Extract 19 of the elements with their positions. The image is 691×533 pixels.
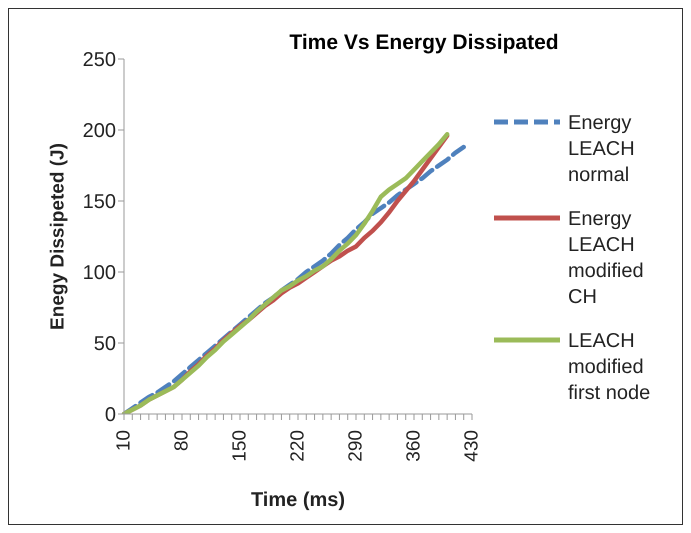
y-tick-label: 150 bbox=[82, 191, 116, 214]
x-tick-label: 360 bbox=[404, 430, 424, 462]
y-tick-label: 50 bbox=[94, 333, 116, 356]
y-tick-label: 250 bbox=[82, 49, 116, 72]
y-axis-title: Enegy Dissipeted (J) bbox=[48, 143, 69, 330]
x-axis-title: Time (ms) bbox=[250, 489, 346, 511]
y-tick-label: 0 bbox=[104, 404, 116, 426]
x-tick-label: 10 bbox=[114, 430, 134, 452]
chart-title: Time Vs Energy Dissipated bbox=[288, 31, 560, 55]
legend-label: LEACH modified first node bbox=[568, 328, 652, 406]
legend-label: Energy LEACH normal bbox=[568, 110, 636, 188]
x-tick-label: 220 bbox=[288, 430, 308, 462]
x-tick-label: 80 bbox=[172, 430, 192, 452]
x-tick-label: 430 bbox=[462, 430, 482, 462]
legend-label: Energy LEACH modified CH bbox=[568, 206, 645, 310]
y-tick-label: 200 bbox=[82, 120, 116, 142]
x-tick-label: 150 bbox=[230, 430, 250, 462]
x-tick-label: 290 bbox=[346, 430, 366, 462]
y-tick-label: 100 bbox=[82, 262, 116, 284]
